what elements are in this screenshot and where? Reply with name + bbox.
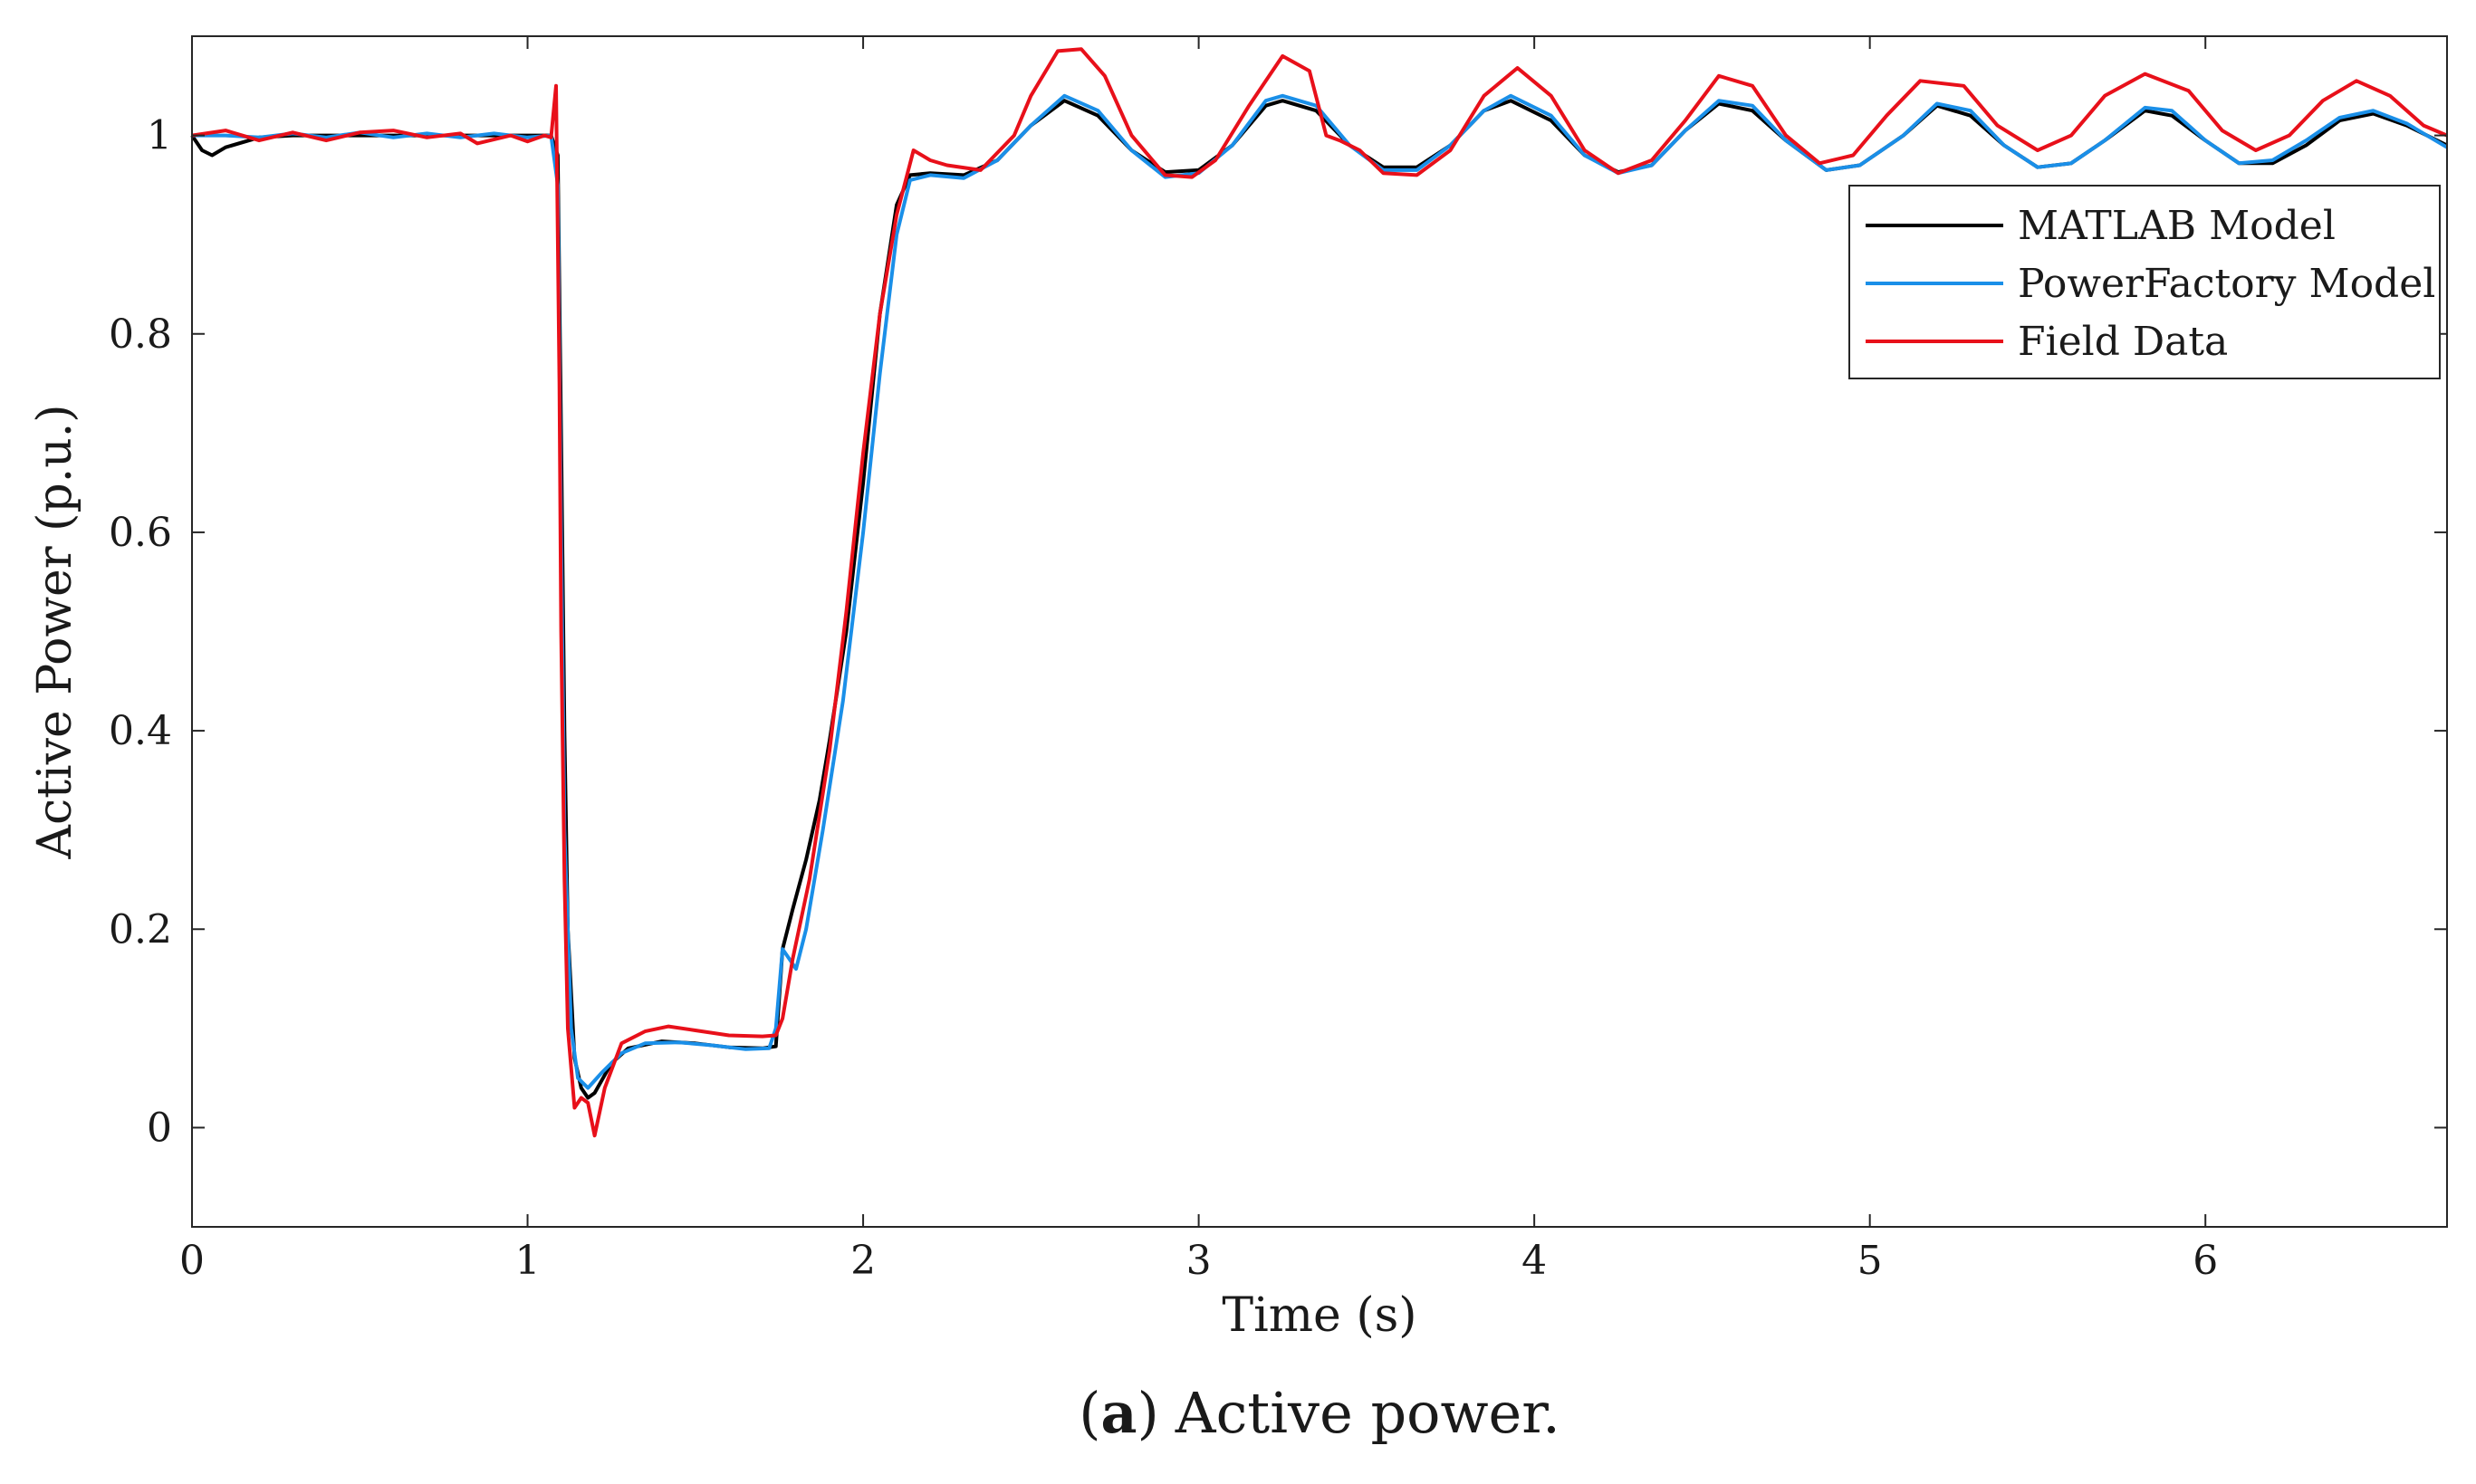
legend-label-field-data: Field Data — [2018, 319, 2228, 365]
y-axis-label: Active Power (p.u.) — [28, 404, 82, 859]
figure-caption: (a) Active power. — [1079, 1380, 1560, 1446]
axis-ticks-group: 0 1 2 3 4 5 6 0 0.2 0.4 0.6 0.8 1 — [109, 36, 2447, 1284]
caption-text: Active power. — [1175, 1380, 1560, 1446]
legend: MATLAB Model PowerFactory Model Field Da… — [1848, 185, 2441, 379]
y-tick-label: 0.2 — [109, 906, 172, 953]
plot-area-frame — [191, 35, 2448, 1228]
x-axis-label: Time (s) — [1222, 1288, 1416, 1343]
y-tick-label: 0.4 — [109, 708, 172, 754]
series-line-field-data — [191, 47, 2448, 1138]
x-tick-label: 4 — [1521, 1238, 1547, 1284]
legend-label-powerfactory-model: PowerFactory Model — [2018, 261, 2435, 307]
caption-letter: a — [1100, 1380, 1137, 1446]
legend-label-matlab-model: MATLAB Model — [2018, 203, 2336, 249]
y-tick-label: 0 — [147, 1105, 172, 1151]
x-tick-label: 0 — [179, 1238, 205, 1284]
x-tick-label: 1 — [515, 1238, 541, 1284]
plot-series-group — [190, 47, 2449, 1138]
y-tick-label: 0.8 — [109, 311, 172, 358]
x-tick-label: 6 — [2193, 1238, 2218, 1284]
x-tick-label: 3 — [1186, 1238, 1212, 1284]
y-tick-label: 0.6 — [109, 510, 172, 556]
y-tick-label: 1 — [147, 113, 172, 159]
caption-open-paren: ( — [1079, 1380, 1100, 1446]
x-tick-label: 2 — [850, 1238, 876, 1284]
caption-close-paren: ) — [1137, 1380, 1159, 1446]
x-tick-label: 5 — [1857, 1238, 1883, 1284]
